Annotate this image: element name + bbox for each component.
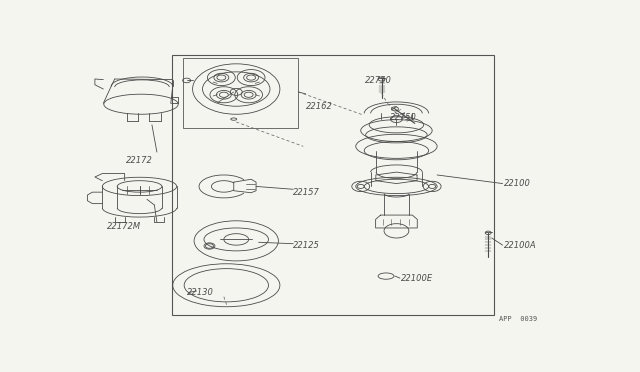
Text: 22100A: 22100A [504, 241, 537, 250]
Text: 22130: 22130 [187, 288, 214, 297]
Ellipse shape [217, 75, 226, 80]
Ellipse shape [246, 75, 255, 80]
Text: 22172: 22172 [125, 156, 152, 165]
Text: 22125: 22125 [293, 241, 320, 250]
Text: 22157: 22157 [293, 187, 320, 197]
Ellipse shape [220, 92, 228, 97]
Text: 22100E: 22100E [401, 273, 433, 283]
Text: 22172M: 22172M [108, 222, 141, 231]
Bar [172, 55, 494, 315]
Ellipse shape [244, 92, 253, 97]
Text: 22162: 22162 [306, 102, 333, 111]
Text: 22100: 22100 [504, 179, 531, 188]
Text: 22750: 22750 [390, 113, 417, 122]
Bar [183, 58, 298, 128]
Text: APP  0039: APP 0039 [499, 316, 538, 322]
Text: 22750: 22750 [365, 76, 392, 85]
